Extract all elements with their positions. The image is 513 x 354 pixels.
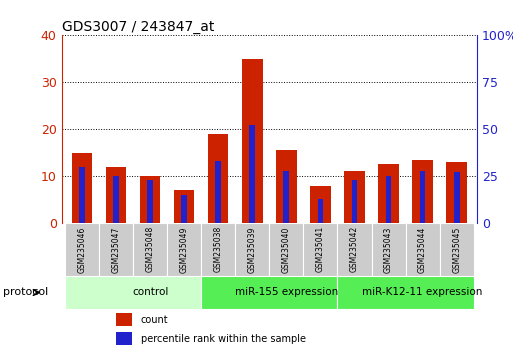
- Text: count: count: [141, 315, 168, 325]
- Bar: [208, 134, 228, 223]
- Bar: [412, 160, 433, 223]
- Bar: [215, 161, 221, 223]
- Bar: [201, 276, 338, 309]
- Text: GSM235038: GSM235038: [214, 226, 223, 273]
- Text: GSM235048: GSM235048: [146, 226, 154, 273]
- Bar: [386, 176, 391, 223]
- Bar: [338, 223, 371, 276]
- Text: GSM235049: GSM235049: [180, 226, 189, 273]
- Bar: [276, 150, 297, 223]
- Bar: [310, 185, 331, 223]
- Bar: [249, 125, 255, 223]
- Bar: [115, 313, 132, 326]
- Bar: [79, 167, 85, 223]
- Text: GSM235044: GSM235044: [418, 226, 427, 273]
- Text: control: control: [132, 287, 168, 297]
- Text: GSM235046: GSM235046: [77, 226, 87, 273]
- Bar: [284, 171, 289, 223]
- Bar: [167, 223, 201, 276]
- Bar: [378, 164, 399, 223]
- Bar: [454, 172, 460, 223]
- Bar: [115, 332, 132, 345]
- Bar: [440, 223, 473, 276]
- Bar: [338, 276, 473, 309]
- Bar: [65, 276, 201, 309]
- Text: miR-155 expression: miR-155 expression: [235, 287, 338, 297]
- Text: miR-K12-11 expression: miR-K12-11 expression: [362, 287, 483, 297]
- Bar: [446, 162, 467, 223]
- Text: percentile rank within the sample: percentile rank within the sample: [141, 334, 306, 344]
- Bar: [371, 223, 406, 276]
- Bar: [344, 171, 365, 223]
- Text: GSM235045: GSM235045: [452, 226, 461, 273]
- Bar: [99, 223, 133, 276]
- Bar: [351, 180, 358, 223]
- Bar: [147, 180, 153, 223]
- Bar: [420, 171, 425, 223]
- Bar: [242, 59, 263, 223]
- Bar: [181, 195, 187, 223]
- Text: GSM235042: GSM235042: [350, 226, 359, 273]
- Text: protocol: protocol: [3, 287, 48, 297]
- Bar: [318, 199, 323, 223]
- Bar: [133, 223, 167, 276]
- Text: GSM235040: GSM235040: [282, 226, 291, 273]
- Bar: [201, 223, 235, 276]
- Bar: [140, 176, 161, 223]
- Text: GSM235043: GSM235043: [384, 226, 393, 273]
- Bar: [406, 223, 440, 276]
- Text: GSM235039: GSM235039: [248, 226, 257, 273]
- Bar: [113, 176, 119, 223]
- Text: GDS3007 / 243847_at: GDS3007 / 243847_at: [62, 21, 214, 34]
- Bar: [235, 223, 269, 276]
- Bar: [269, 223, 303, 276]
- Bar: [65, 223, 99, 276]
- Bar: [106, 167, 126, 223]
- Text: GSM235041: GSM235041: [316, 226, 325, 273]
- Bar: [303, 223, 338, 276]
- Text: GSM235047: GSM235047: [111, 226, 121, 273]
- Bar: [72, 153, 92, 223]
- Bar: [174, 190, 194, 223]
